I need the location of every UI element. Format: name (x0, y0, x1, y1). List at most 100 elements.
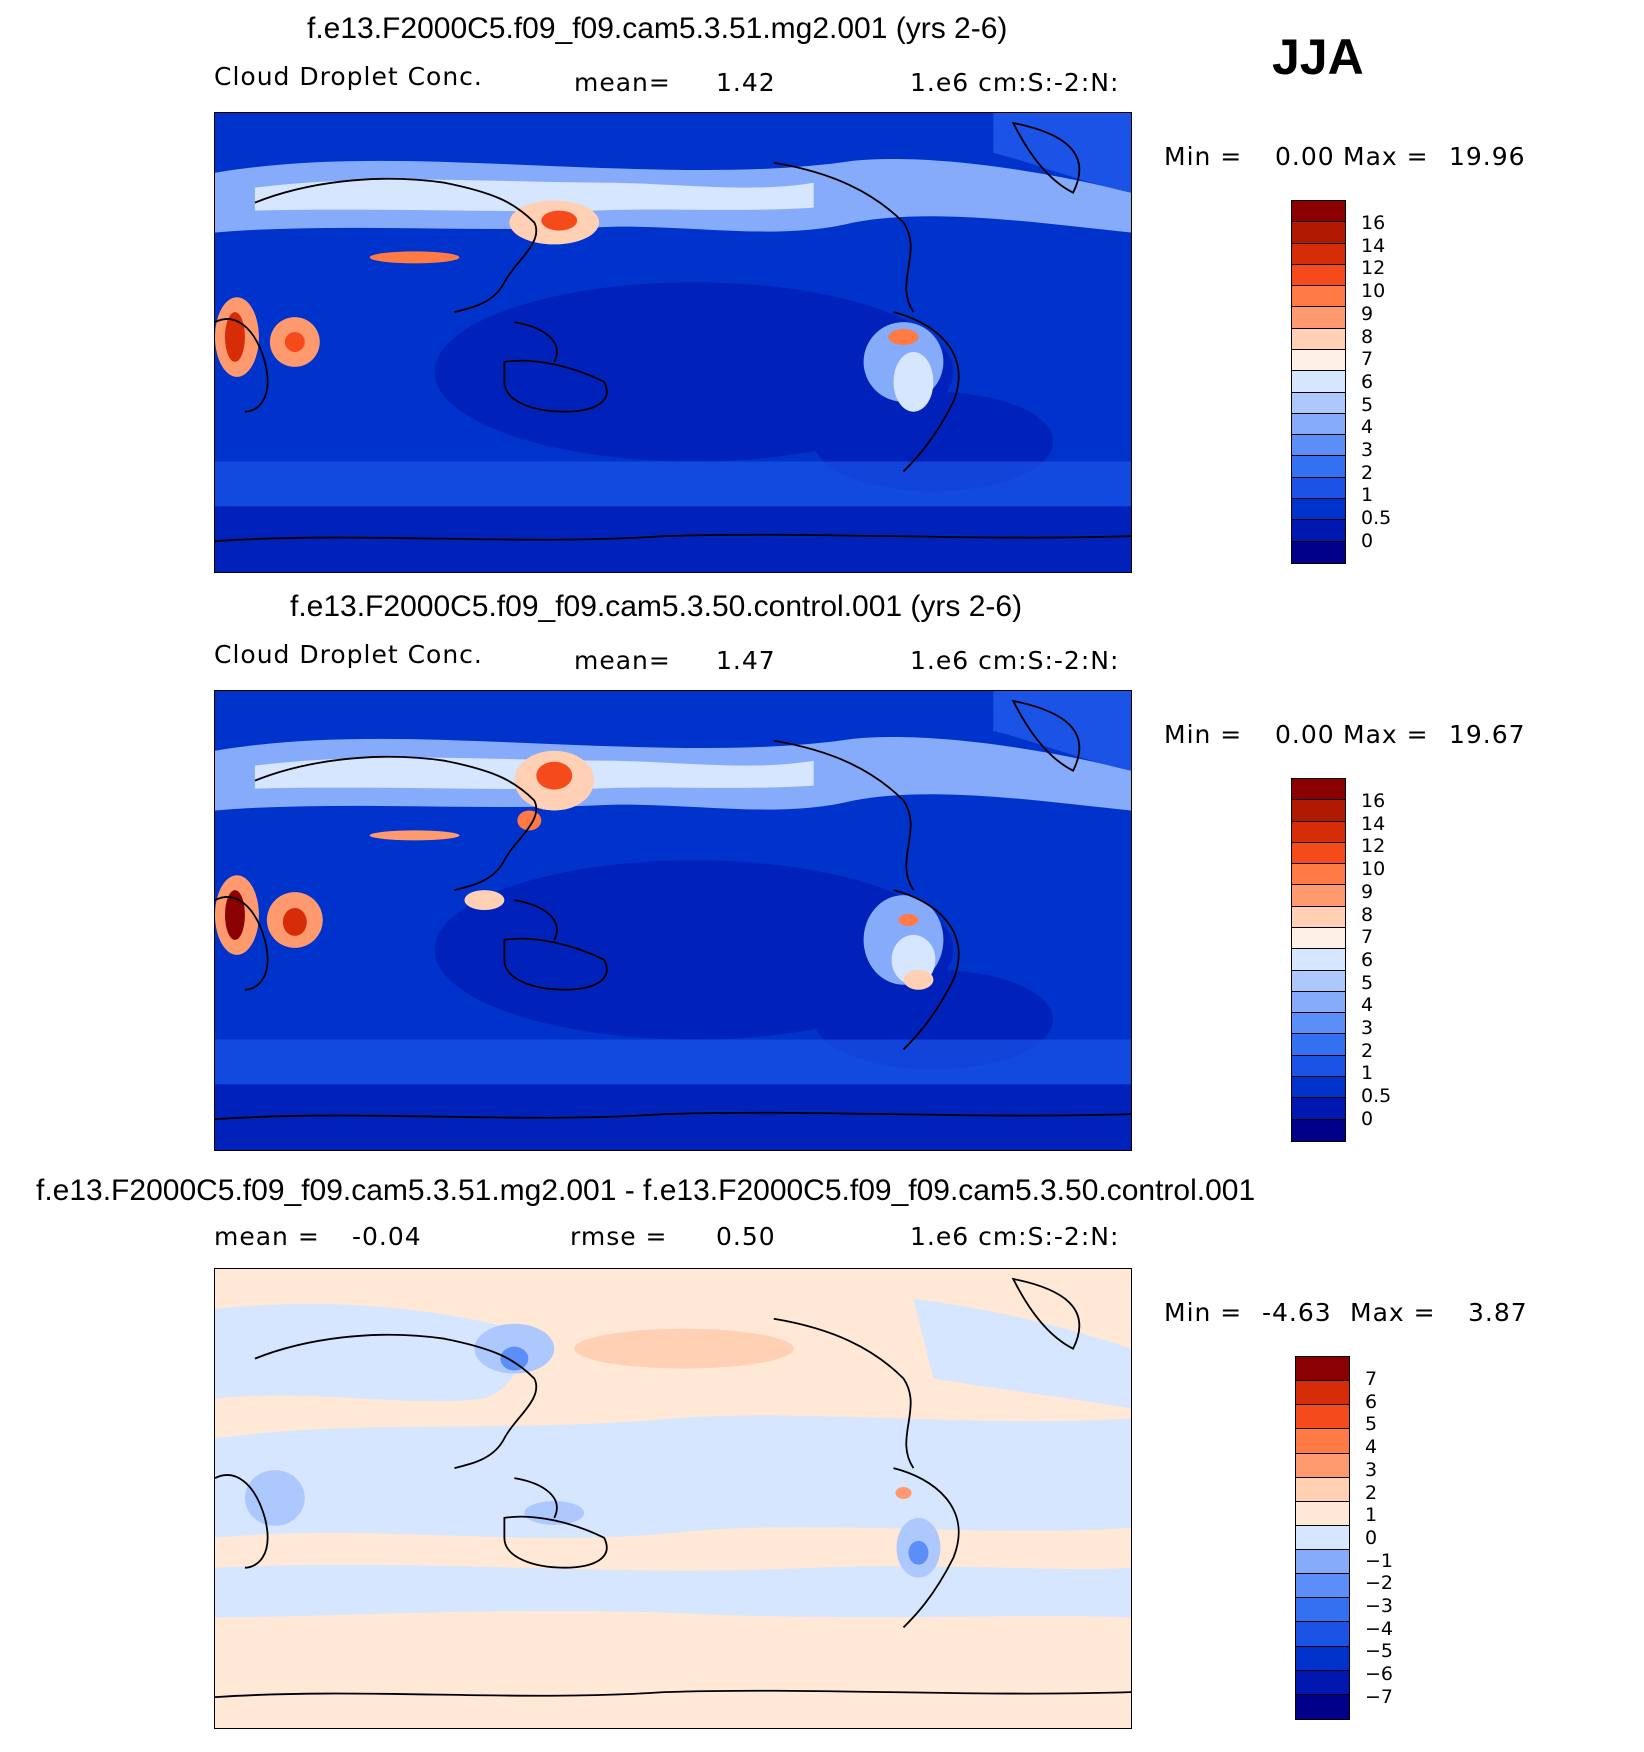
colorbar-swatch (1292, 371, 1345, 393)
panel-mean-label-mg2: mean= (574, 68, 671, 97)
colorbar-tick-label: 3 (1361, 1017, 1374, 1039)
antarctic-band (215, 1084, 1131, 1150)
colorbar-swatch (1292, 1034, 1345, 1056)
coastlines (215, 121, 1131, 543)
colorbar-swatch (1292, 392, 1345, 414)
colorbar-swatch (1292, 264, 1345, 287)
colorbar-swatch (1292, 349, 1345, 372)
panel-units-mg2: 1.e6 cm:S:-2:N: (910, 68, 1120, 97)
colorbar-tick-label: 1 (1361, 1062, 1374, 1085)
colorbar-tick-label: 8 (1361, 903, 1374, 926)
colorbar-swatch (1292, 456, 1345, 478)
colorbar-mg2 (1291, 200, 1346, 564)
map-control (214, 690, 1132, 1151)
colorbar-diff (1295, 1356, 1350, 1720)
colorbar-tick-label: 3 (1365, 1458, 1378, 1481)
colorbar-tick-label: 7 (1361, 926, 1374, 949)
colorbar-swatch (1292, 800, 1345, 822)
colorbar-swatch (1296, 1574, 1349, 1599)
colorbar-tick-label: 10 (1361, 858, 1386, 881)
colorbar-tick-label: 12 (1361, 835, 1386, 858)
panel-title-diff: f.e13.F2000C5.f09_f09.cam5.3.51.mg2.001 … (36, 1174, 1256, 1207)
colorbar-swatch (1296, 1646, 1349, 1671)
coastlines (215, 699, 1131, 1121)
panel-max-value-diff: 3.87 (1468, 1298, 1528, 1327)
colorbar-swatch (1292, 435, 1345, 457)
panel-units-diff: 1.e6 cm:S:-2:N: (910, 1222, 1120, 1251)
colorbar-swatch (1296, 1525, 1349, 1550)
colorbar-swatch (1292, 477, 1345, 499)
colorbar-tick-label: 9 (1361, 880, 1374, 903)
himalaya-streak (369, 251, 460, 264)
colorbar-swatch (1292, 949, 1345, 971)
colorbar-tick-label: −1 (1365, 1549, 1394, 1572)
colorbar-tick-label: −3 (1365, 1595, 1394, 1617)
colorbar-tick-label: −6 (1365, 1663, 1394, 1686)
colorbar-tick-label: 3 (1361, 439, 1374, 461)
colorbar-swatch (1296, 1598, 1349, 1623)
panel-variable-label-control: Cloud Droplet Conc. (214, 640, 483, 669)
colorbar-swatch (1296, 1550, 1349, 1575)
colorbar-swatch (1292, 520, 1345, 542)
map-diff (214, 1268, 1132, 1729)
panel-mean-value-mg2: 1.42 (716, 68, 776, 97)
panel-mean-label-diff: mean = (214, 1222, 320, 1251)
panel-variable-label-mg2: Cloud Droplet Conc. (214, 62, 483, 91)
colorbar-swatch (1292, 307, 1345, 329)
colorbar-tick-label: 0 (1365, 1526, 1378, 1549)
colorbar-tick-label: 0 (1361, 1107, 1374, 1130)
colorbar-tick-label: 5 (1361, 971, 1374, 994)
colorbar-swatch (1292, 927, 1345, 950)
colorbar-tick-label: 2 (1361, 1039, 1374, 1062)
colorbar-swatch (1292, 541, 1345, 563)
colorbar-swatch (1292, 201, 1345, 223)
panel-min-label-diff: Min = (1164, 1298, 1243, 1327)
ocean-low-region (434, 282, 954, 462)
colorbar-swatch (1292, 1119, 1345, 1141)
colorbar-tick-label: −5 (1365, 1640, 1394, 1663)
panel-min-value-mg2: 0.00 (1275, 142, 1335, 171)
colorbar-tick-label: −7 (1365, 1685, 1394, 1708)
colorbar-tick-label: 10 (1361, 280, 1386, 303)
colorbar-tick-label: 6 (1361, 370, 1374, 393)
africa-negative (244, 1470, 305, 1526)
colorbar-tick-label: 2 (1361, 461, 1374, 484)
season-label: JJA (1272, 29, 1364, 85)
colorbar-control (1291, 778, 1346, 1142)
map-control-svg (215, 691, 1131, 1150)
panel-max-value-control: 19.67 (1449, 720, 1526, 749)
tropical-negative-band (215, 1415, 1131, 1538)
ocean-low-region (434, 860, 954, 1040)
colorbar-tick-label: 14 (1361, 234, 1386, 257)
panel-max-label-mg2: Max = (1343, 142, 1429, 171)
colorbar-swatch (1292, 970, 1345, 992)
panel-title-mg2: f.e13.F2000C5.f09_f09.cam5.3.51.mg2.001 … (307, 12, 1008, 45)
colorbar-swatch (1292, 1013, 1345, 1035)
colorbar-tick-label: 4 (1361, 994, 1374, 1017)
panel-mean-value-diff: -0.04 (352, 1222, 422, 1251)
eurasia-negative (215, 1304, 523, 1402)
panel-max-label-control: Max = (1343, 720, 1429, 749)
panel-min-label-mg2: Min = (1164, 142, 1243, 171)
colorbar-swatch (1292, 498, 1345, 521)
colorbar-swatch (1296, 1501, 1349, 1526)
colorbar-swatch (1296, 1357, 1349, 1382)
map-mg2 (214, 112, 1132, 573)
colorbar-tick-label: 0 (1361, 529, 1374, 552)
colorbar-tick-label: 16 (1361, 212, 1386, 234)
north-pacific-positive (574, 1328, 794, 1369)
himalaya-streak (369, 830, 460, 841)
colorbar-swatch (1292, 991, 1345, 1014)
colorbar-swatch (1292, 779, 1345, 801)
colorbar-swatch (1296, 1453, 1349, 1478)
colorbar-swatch (1292, 885, 1345, 907)
colorbar-swatch (1296, 1405, 1349, 1430)
colorbar-tick-label: 8 (1361, 325, 1374, 348)
colorbar-swatch (1292, 1098, 1345, 1120)
colorbar-swatch (1296, 1477, 1349, 1502)
colorbar-swatch (1292, 1055, 1345, 1077)
colorbar-swatch (1292, 906, 1345, 928)
antarctic-band (215, 506, 1131, 572)
colorbar-swatch (1296, 1381, 1349, 1406)
panel-mean-label-control: mean= (574, 646, 671, 675)
